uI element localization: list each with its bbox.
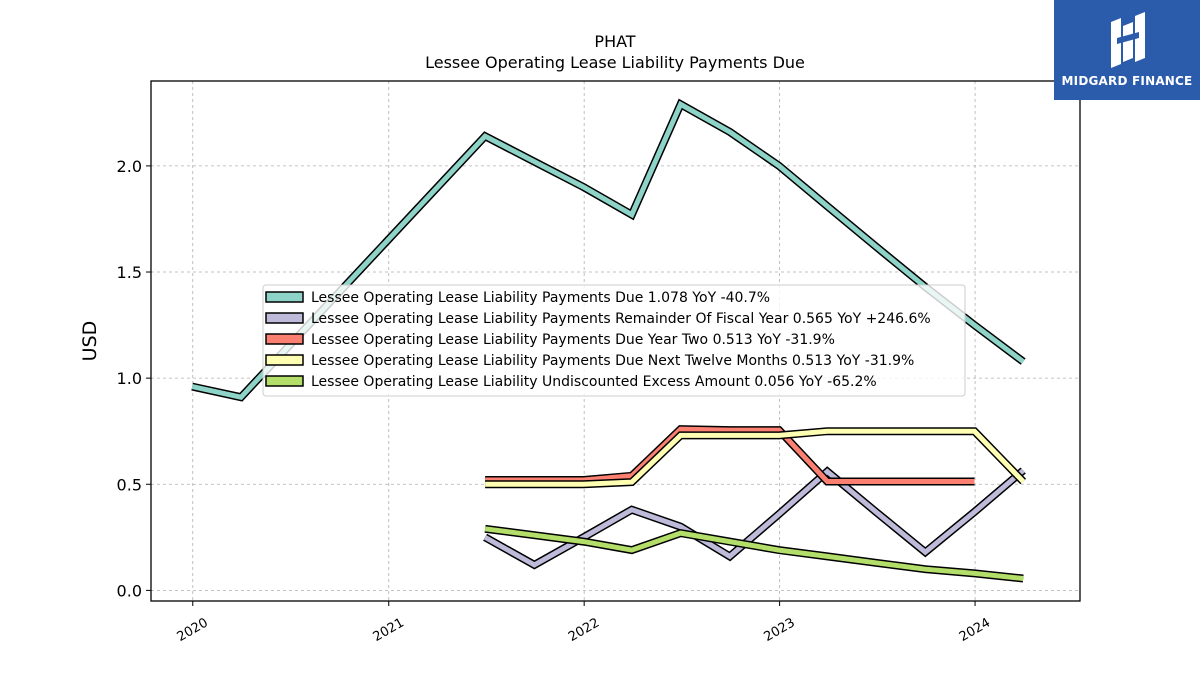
y-tick-label: 0.0 xyxy=(117,581,142,600)
x-tick-label: 2023 xyxy=(761,615,797,645)
series-line xyxy=(485,428,1025,487)
legend-label: Lessee Operating Lease Liability Payment… xyxy=(311,311,931,327)
legend-swatch xyxy=(265,375,304,387)
midgard-logo-icon xyxy=(1111,12,1145,68)
x-tick-label: 2021 xyxy=(371,615,407,645)
brand-logo: MIDGARD FINANCE xyxy=(1054,0,1200,100)
legend-label: Lessee Operating Lease Liability Payment… xyxy=(311,353,914,369)
legend: Lessee Operating Lease Liability Payment… xyxy=(262,284,966,397)
x-tick-label: 2024 xyxy=(957,615,993,645)
brand-name: MIDGARD FINANCE xyxy=(1061,74,1193,88)
series-group xyxy=(191,98,1027,583)
series-line xyxy=(191,100,1025,400)
legend-label: Lessee Operating Lease Liability Payment… xyxy=(311,290,770,306)
y-tick-label: 2.0 xyxy=(117,157,142,176)
legend-box xyxy=(262,284,966,397)
x-tick-label: 2020 xyxy=(175,615,211,645)
series-line xyxy=(484,526,1024,581)
legend-label: Lessee Operating Lease Liability Undisco… xyxy=(311,374,877,390)
y-tick-label: 1.0 xyxy=(117,369,142,388)
y-tick-label: 1.5 xyxy=(117,263,142,282)
x-tick-label: 2022 xyxy=(566,615,602,645)
legend-label: Lessee Operating Lease Liability Payment… xyxy=(311,332,835,348)
chart-title: PHAT xyxy=(594,32,635,51)
chart-subtitle: Lessee Operating Lease Liability Payment… xyxy=(425,53,805,72)
legend-swatch xyxy=(265,333,304,345)
legend-swatch xyxy=(265,291,304,303)
plot-frame xyxy=(150,80,1081,602)
legend-swatch xyxy=(265,354,304,366)
series-line xyxy=(485,426,975,484)
y-axis-label: USD xyxy=(79,321,101,362)
y-tick-label: 0.5 xyxy=(117,475,142,494)
legend-swatch xyxy=(265,312,304,324)
